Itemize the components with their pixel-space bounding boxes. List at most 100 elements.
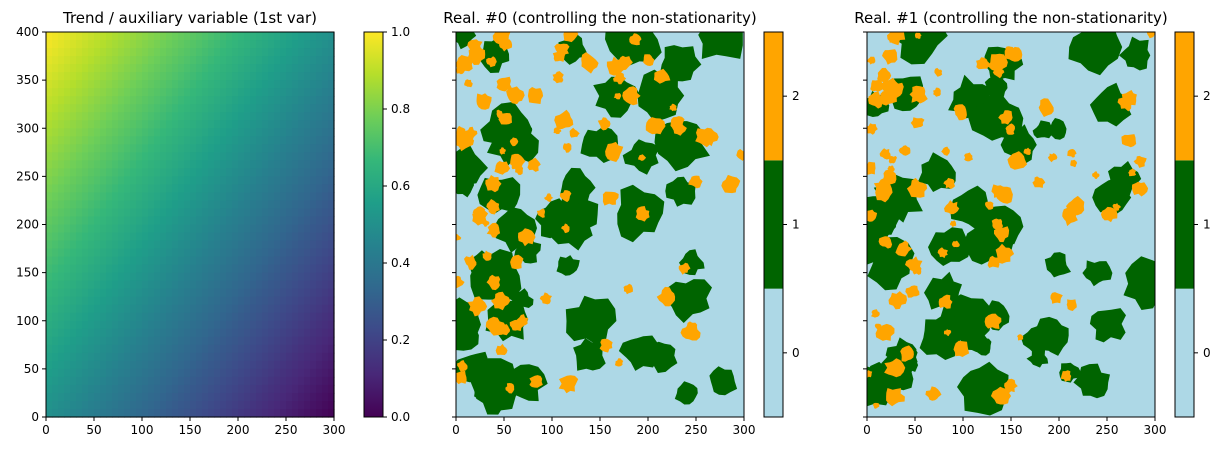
heat-cell — [262, 320, 269, 330]
category-2-patch — [597, 117, 611, 131]
heat-cell — [136, 392, 143, 402]
heat-cell — [166, 120, 173, 129]
x-tick-label: 200 — [637, 423, 660, 437]
heat-cell — [202, 184, 209, 194]
category-2-patch — [613, 93, 622, 100]
heat-cell — [46, 160, 53, 169]
heat-cell — [178, 80, 185, 89]
heat-cell — [58, 128, 65, 137]
heat-cell — [148, 112, 155, 121]
heat-cell — [70, 304, 77, 314]
heat-cell — [154, 32, 161, 41]
heat-cell — [322, 64, 329, 73]
heat-cell — [316, 328, 323, 338]
heat-cell — [160, 344, 167, 354]
heat-cell — [226, 120, 233, 129]
heat-cell — [136, 272, 143, 282]
heat-cell — [130, 360, 137, 370]
heat-cell — [64, 296, 71, 306]
heat-cell — [172, 272, 179, 282]
colorbar-segment — [764, 160, 783, 289]
heat-cell — [322, 280, 329, 290]
heat-cell — [154, 272, 161, 282]
heat-cell — [142, 280, 149, 290]
heat-cell — [244, 328, 251, 338]
heat-cell — [52, 64, 59, 73]
heat-cell — [298, 216, 305, 226]
heat-cell — [250, 248, 257, 258]
heat-cell — [178, 384, 185, 394]
heat-cell — [250, 384, 257, 394]
heat-cell — [238, 32, 245, 41]
heat-cell — [202, 288, 209, 298]
heat-cell — [274, 96, 281, 105]
heat-cell — [310, 376, 317, 386]
y-tick-label: 400 — [16, 25, 39, 39]
heat-cell — [148, 152, 155, 161]
heat-cell — [46, 360, 53, 370]
heat-cell — [286, 272, 293, 282]
heat-cell — [148, 376, 155, 386]
heat-cell — [286, 344, 293, 354]
heat-cell — [202, 168, 209, 177]
heat-cell — [238, 368, 245, 378]
category-2-patch — [905, 285, 920, 298]
heat-cell — [172, 400, 179, 410]
heat-cell — [286, 160, 293, 169]
heat-cell — [58, 160, 65, 169]
heat-cell — [208, 96, 215, 105]
heat-cell — [256, 56, 263, 65]
heat-cell — [280, 152, 287, 161]
heat-cell — [154, 352, 161, 362]
heat-cell — [322, 160, 329, 169]
heat-cell — [298, 168, 305, 177]
heat-cell — [238, 120, 245, 129]
category-2-patch — [953, 340, 970, 357]
heat-cell — [244, 280, 251, 290]
heat-cell — [262, 144, 269, 153]
heat-cell — [118, 88, 125, 97]
heat-cell — [64, 384, 71, 394]
heat-cell — [220, 80, 227, 89]
y-tick-label: 300 — [16, 121, 39, 135]
heat-cell — [172, 368, 179, 378]
heat-cell — [268, 296, 275, 306]
heat-cell — [148, 272, 155, 282]
heat-cell — [214, 192, 221, 202]
heat-cell — [94, 120, 101, 129]
heat-cell — [292, 392, 299, 402]
heat-cell — [148, 256, 155, 266]
colorbar-segment — [1175, 32, 1194, 161]
heat-cell — [322, 224, 329, 234]
heat-cell — [250, 296, 257, 306]
heat-cell — [94, 192, 101, 202]
heat-cell — [118, 344, 125, 354]
heat-cell — [328, 72, 335, 81]
heat-cell — [118, 128, 125, 137]
heat-cell — [166, 360, 173, 370]
heat-cell — [220, 40, 227, 49]
heat-cell — [250, 104, 257, 113]
heat-cell — [322, 400, 329, 410]
heat-cell — [322, 240, 329, 250]
heat-cell — [190, 152, 197, 161]
heat-cell — [310, 256, 317, 266]
heat-cell — [310, 88, 317, 97]
heat-cell — [154, 144, 161, 153]
heat-cell — [310, 128, 317, 137]
heat-cell — [118, 48, 125, 57]
category-2-patch — [485, 175, 502, 193]
heat-cell — [46, 216, 53, 226]
heat-cell — [232, 296, 239, 306]
heat-cell — [208, 64, 215, 73]
heat-cell — [58, 56, 65, 65]
heat-cell — [106, 48, 113, 57]
heat-cell — [148, 128, 155, 137]
heat-cell — [106, 392, 113, 402]
heat-cell — [238, 392, 245, 402]
heat-cell — [130, 280, 137, 290]
heat-cell — [142, 128, 149, 137]
heat-cell — [244, 256, 251, 266]
heat-cell — [292, 112, 299, 121]
heat-cell — [106, 272, 113, 282]
